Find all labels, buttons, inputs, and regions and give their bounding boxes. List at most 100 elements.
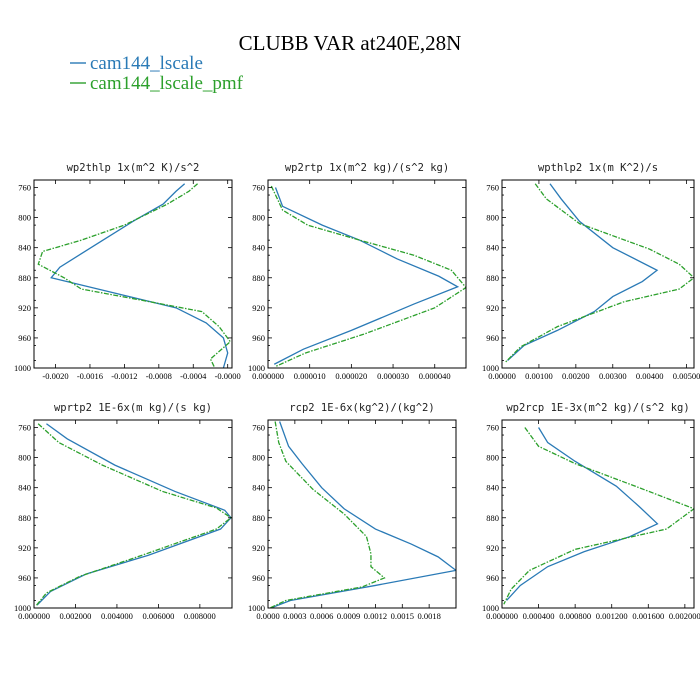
x-tick-label: 0.0018 [417, 611, 440, 621]
series-line-cam144-lscale-pmf [35, 423, 232, 607]
x-tick-label: 0.002000 [60, 611, 92, 621]
y-tick-label: 1000 [248, 603, 265, 613]
y-tick-label: 920 [252, 543, 265, 553]
x-tick-label: 0.00300 [599, 371, 627, 381]
legend: cam144_lscale cam144_lscale_pmf [70, 53, 244, 94]
plot-frame [501, 419, 695, 609]
legend-label-cam144-lscale-pmf: cam144_lscale_pmf [90, 73, 244, 94]
y-tick-label: 920 [486, 303, 499, 313]
x-tick-label: 0.00200 [562, 371, 590, 381]
series-line-cam144-lscale-pmf [269, 421, 386, 608]
panel-title: wp2rcp 1E-3x(m^2 kg)/(s^2 kg) [506, 402, 689, 414]
panel-1: wp2thlp 1x(m^2 K)/s^2 760 800 840 880 920 960 1… [14, 162, 241, 381]
x-tick-label: 0.00100 [525, 371, 553, 381]
y-tick-label: 880 [486, 513, 499, 523]
y-tick-label: 960 [252, 333, 265, 343]
x-tick-label: -0.0020 [42, 371, 68, 381]
y-tick-label: 1000 [482, 363, 499, 373]
x-tick-label: 0.000000 [252, 371, 284, 381]
y-tick-label: 1000 [248, 363, 265, 373]
series-line-cam144-lscale [273, 187, 460, 365]
panel-title: wp2thlp 1x(m^2 K)/s^2 [67, 162, 200, 174]
y-tick-label: 880 [18, 513, 31, 523]
x-tick-label: 0.001200 [596, 611, 628, 621]
y-tick-label: 920 [18, 303, 31, 313]
x-tick-label: 0.000000 [486, 611, 518, 621]
x-tick-label: 0.000400 [523, 611, 555, 621]
x-tick-label: 0.000020 [335, 371, 367, 381]
y-tick-label: 1000 [14, 603, 31, 613]
y-tick-label: 1000 [14, 363, 31, 373]
y-tick-label: 760 [252, 183, 265, 193]
series-line-cam144-lscale [270, 421, 456, 608]
y-tick-label: 880 [486, 273, 499, 283]
x-tick-label: 0.000030 [377, 371, 409, 381]
y-tick-label: 760 [18, 183, 31, 193]
y-tick-label: 840 [18, 243, 31, 253]
x-tick-label: 0.000800 [559, 611, 591, 621]
x-tick-label: 0.000040 [419, 371, 451, 381]
series-line-cam144-lscale-pmf [37, 183, 232, 368]
y-tick-label: 960 [486, 573, 499, 583]
y-tick-label: 800 [18, 213, 31, 223]
plot-frame [267, 419, 457, 609]
series-line-cam144-lscale [507, 183, 659, 361]
y-tick-label: 800 [252, 213, 265, 223]
y-tick-label: 840 [486, 483, 499, 493]
plot-frame [501, 179, 695, 369]
panel-title: wpthlp2 1x(m K^2)/s [538, 162, 658, 174]
series-line-cam144-lscale-pmf [505, 183, 694, 363]
y-tick-label: 920 [252, 303, 265, 313]
panel-2: wp2rtp 1x(m^2 kg)/(s^2 kg) 760 800 840 880 92… [248, 162, 467, 381]
panel-3: wpthlp2 1x(m K^2)/s 760 800 840 880 920 960 100… [482, 162, 700, 381]
y-tick-label: 800 [18, 453, 31, 463]
panel-grid: wp2thlp 1x(m^2 K)/s^2 760 800 840 880 920 960 1… [14, 162, 700, 621]
x-tick-label: -0.0008 [146, 371, 172, 381]
y-tick-label: 800 [486, 213, 499, 223]
x-tick-label: -0.0000 [215, 371, 241, 381]
y-tick-label: 800 [252, 453, 265, 463]
y-tick-label: 760 [486, 183, 499, 193]
y-tick-label: 960 [486, 333, 499, 343]
series-line-cam144-lscale-pmf [270, 185, 466, 368]
legend-label-cam144-lscale: cam144_lscale [90, 53, 203, 74]
series-line-cam144-lscale-pmf [503, 427, 694, 605]
x-tick-label: 0.0000 [256, 611, 279, 621]
y-tick-label: 800 [486, 453, 499, 463]
x-tick-label: 0.00000 [488, 371, 516, 381]
plot-frame [267, 179, 467, 369]
x-tick-label: 0.0012 [364, 611, 387, 621]
panel-title: rcp2 1E-6x(kg^2)/(kg^2) [289, 402, 434, 414]
y-tick-label: 760 [486, 423, 499, 433]
y-tick-label: 840 [252, 243, 265, 253]
x-tick-label: 0.00500 [673, 371, 700, 381]
x-tick-label: -0.0012 [111, 371, 137, 381]
y-tick-label: 920 [486, 543, 499, 553]
x-tick-label: 0.0009 [337, 611, 360, 621]
y-tick-label: 960 [252, 573, 265, 583]
y-tick-label: 880 [252, 513, 265, 523]
y-tick-label: 920 [18, 543, 31, 553]
y-tick-label: 1000 [482, 603, 499, 613]
y-tick-label: 840 [18, 483, 31, 493]
series-line-cam144-lscale [50, 183, 229, 368]
y-tick-label: 760 [252, 423, 265, 433]
y-tick-label: 840 [252, 483, 265, 493]
series-line-cam144-lscale [506, 427, 659, 601]
panel-4: wprtp2 1E-6x(m kg)/(s kg) 760 800 840 880 920… [14, 402, 233, 621]
panel-6: wp2rcp 1E-3x(m^2 kg)/(s^2 kg) 760 800 840 88… [482, 402, 700, 621]
x-tick-label: 0.000010 [294, 371, 326, 381]
x-tick-label: 0.004000 [101, 611, 133, 621]
panel-title: wp2rtp 1x(m^2 kg)/(s^2 kg) [285, 162, 449, 174]
plot-frame [33, 179, 233, 369]
y-tick-label: 880 [18, 273, 31, 283]
y-tick-label: 960 [18, 573, 31, 583]
y-tick-label: 880 [252, 273, 265, 283]
x-tick-label: 0.008000 [184, 611, 216, 621]
x-tick-label: 0.0006 [310, 611, 333, 621]
x-tick-label: 0.00400 [636, 371, 664, 381]
panel-title: wprtp2 1E-6x(m kg)/(s kg) [54, 402, 212, 414]
x-tick-label: -0.0016 [77, 371, 103, 381]
x-tick-label: 0.001600 [632, 611, 664, 621]
